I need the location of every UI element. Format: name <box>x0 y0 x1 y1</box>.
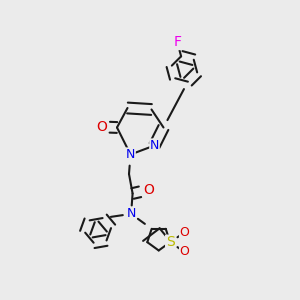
Text: O: O <box>96 120 107 134</box>
Text: F: F <box>173 35 181 50</box>
Text: S: S <box>166 235 175 249</box>
Text: N: N <box>126 148 135 161</box>
Text: O: O <box>179 226 189 239</box>
Text: O: O <box>179 245 189 258</box>
Text: O: O <box>143 183 154 197</box>
Text: N: N <box>150 139 159 152</box>
Text: N: N <box>126 207 136 220</box>
